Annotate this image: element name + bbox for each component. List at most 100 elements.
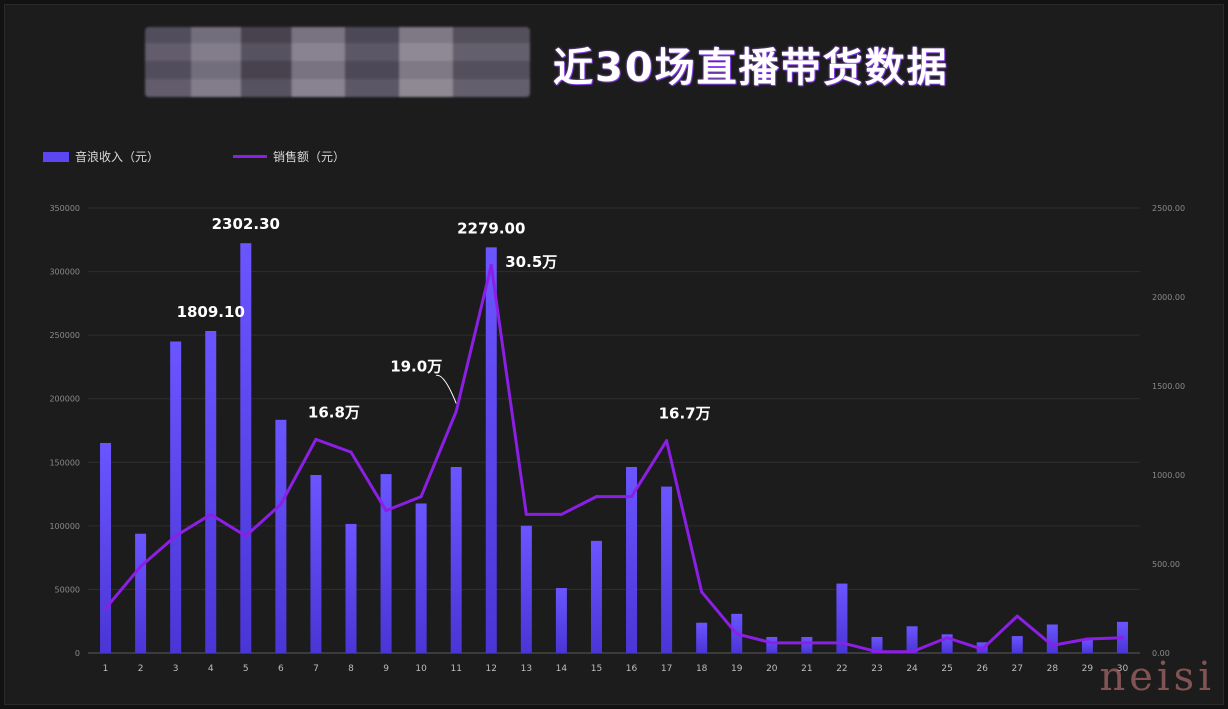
line-point	[1120, 636, 1124, 640]
left-tick-label: 150000	[49, 458, 80, 467]
bar-mark	[450, 466, 462, 653]
bar-mark	[380, 474, 392, 653]
bar-mark	[1011, 636, 1023, 653]
right-tick-label: 2500.00	[1152, 204, 1185, 213]
legend-line-swatch	[233, 155, 267, 158]
x-tick-label: 15	[591, 664, 602, 674]
line-point	[489, 263, 493, 267]
x-tick-label: 5	[243, 664, 249, 674]
line-point	[454, 409, 458, 413]
annotation-leader	[436, 374, 457, 404]
bar-mark	[626, 466, 638, 653]
line-point	[174, 534, 178, 538]
line-point	[524, 512, 528, 516]
legend-item-line: 销售额（元）	[233, 148, 345, 165]
bar-mark	[661, 486, 673, 653]
line-point	[665, 439, 669, 443]
annotation-label: 16.7万	[659, 405, 711, 423]
line-point	[209, 512, 213, 516]
line-point	[594, 495, 598, 499]
line-point	[314, 437, 318, 441]
bar-mark	[520, 525, 532, 653]
line-point	[104, 607, 108, 610]
line-point	[945, 636, 949, 640]
line-point	[805, 641, 809, 645]
bar-mark	[871, 636, 883, 653]
line-point	[1085, 637, 1089, 641]
x-tick-label: 21	[801, 664, 812, 674]
line-point	[910, 650, 914, 654]
bar-mark	[1046, 624, 1058, 653]
line-point	[1050, 643, 1054, 647]
right-tick-label: 2000.00	[1152, 293, 1185, 302]
blurred-name-block	[145, 27, 530, 97]
x-tick-label: 1	[103, 664, 109, 674]
x-tick-label: 30	[1117, 664, 1129, 674]
bar-mark	[555, 588, 567, 653]
line-point	[279, 502, 283, 506]
annotation-label: 16.8万	[308, 403, 360, 421]
left-tick-label: 0	[75, 649, 80, 658]
x-tick-label: 13	[521, 664, 532, 674]
bar-mark	[415, 503, 427, 653]
line-point	[875, 650, 879, 654]
x-tick-label: 16	[626, 664, 638, 674]
x-tick-label: 17	[661, 664, 672, 674]
x-tick-label: 29	[1082, 664, 1094, 674]
line-point	[349, 450, 353, 454]
left-tick-label: 350000	[49, 204, 80, 213]
grid-layer	[88, 207, 1140, 654]
bar-mark	[345, 523, 357, 653]
x-tick-label: 22	[836, 664, 847, 674]
line-point	[700, 590, 704, 594]
annotation-label: 2279.00	[457, 219, 525, 237]
bar-mark	[240, 243, 252, 653]
x-tick-label: 25	[941, 664, 952, 674]
line-series	[104, 263, 1124, 654]
bar-mark	[906, 626, 918, 653]
left-axis-ticks: 0 50000 100000 150000 200000 250000 300000 3500…	[49, 204, 80, 658]
x-tick-label: 19	[731, 664, 743, 674]
data-annotations: 2302.30 1809.10 2279.00 16.8万 19.0万 30.5万 16.7…	[177, 215, 711, 422]
legend-line-label: 销售额（元）	[273, 150, 346, 164]
chart-title: 近30场直播带货数据	[553, 45, 949, 91]
x-tick-label: 12	[486, 664, 497, 674]
legend-bar-swatch	[43, 151, 69, 162]
bar-mark	[801, 636, 813, 653]
line-point	[630, 495, 634, 499]
bar-mark	[275, 419, 287, 653]
bar-mark	[941, 634, 953, 653]
legend-bar-label: 音浪收入（元）	[75, 150, 160, 164]
x-tick-label: 26	[976, 664, 988, 674]
annotation-label: 19.0万	[390, 357, 442, 375]
left-tick-label: 300000	[49, 268, 80, 277]
annotation-label: 30.5万	[505, 253, 557, 271]
x-tick-label: 8	[348, 664, 354, 674]
bar-mark	[100, 442, 112, 653]
x-tick-label: 2	[138, 664, 144, 674]
watermark-text: neisi	[1099, 654, 1215, 700]
left-tick-label: 50000	[55, 585, 80, 594]
chart-frame: 近30场直播带货数据 音浪收入（元） 销售额（元） 0 50000 100000 15…	[4, 4, 1224, 705]
annotation-label: 2302.30	[212, 215, 280, 233]
line-point	[840, 641, 844, 645]
right-tick-label: 1500.00	[1152, 382, 1185, 391]
bar-mark	[590, 540, 602, 653]
line-point	[419, 495, 423, 499]
bar-mark	[696, 622, 708, 653]
legend-item-bar: 音浪收入（元）	[43, 148, 159, 165]
bar-mark	[1081, 638, 1093, 653]
x-tick-label: 10	[415, 664, 427, 674]
right-tick-label: 500.00	[1152, 560, 1180, 569]
right-tick-label: 0.00	[1152, 649, 1170, 658]
x-tick-label: 18	[696, 664, 708, 674]
line-point	[1015, 614, 1019, 618]
bar-mark	[766, 636, 778, 653]
x-tick-label: 4	[208, 664, 214, 674]
x-tick-label: 28	[1047, 664, 1059, 674]
line-point	[980, 647, 984, 651]
annotation-label: 1809.10	[177, 303, 245, 321]
line-point	[139, 565, 143, 569]
line-point	[384, 509, 388, 513]
x-tick-label: 3	[173, 664, 179, 674]
